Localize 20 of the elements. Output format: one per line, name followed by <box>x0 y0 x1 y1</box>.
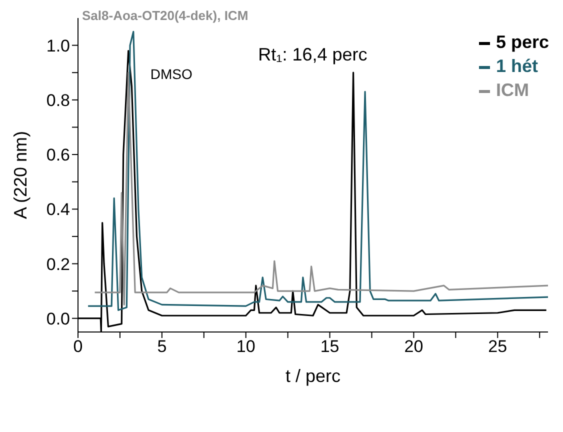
legend-label: 1 hét <box>496 56 538 76</box>
y-tick-label: 0.8 <box>46 90 70 110</box>
annotation: DMSO <box>150 66 192 82</box>
chart-title: Sal8-Aoa-OT20(4-dek), ICM <box>82 8 248 23</box>
y-axis-title: A (220 nm) <box>10 130 30 220</box>
x-tick-label: 25 <box>488 337 508 356</box>
x-tick-label: 20 <box>404 337 424 356</box>
y-tick-label: 0.6 <box>46 146 70 165</box>
y-tick-label: 0.0 <box>46 309 70 328</box>
x-tick-label: 15 <box>320 337 340 356</box>
legend-label: 5 perc <box>496 32 549 52</box>
x-tick-label: 10 <box>236 337 256 356</box>
y-tick-label: 0.4 <box>46 200 70 220</box>
y-tick-label: 0.2 <box>46 254 70 274</box>
y-tick-label: 1.0 <box>46 36 70 56</box>
annotation: Rt₁: 16,4 perc <box>258 44 368 65</box>
legend-label: ICM <box>496 80 529 100</box>
x-tick-label: 0 <box>73 337 83 356</box>
x-axis-title: t / perc <box>285 366 341 386</box>
x-tick-label: 5 <box>157 337 167 356</box>
